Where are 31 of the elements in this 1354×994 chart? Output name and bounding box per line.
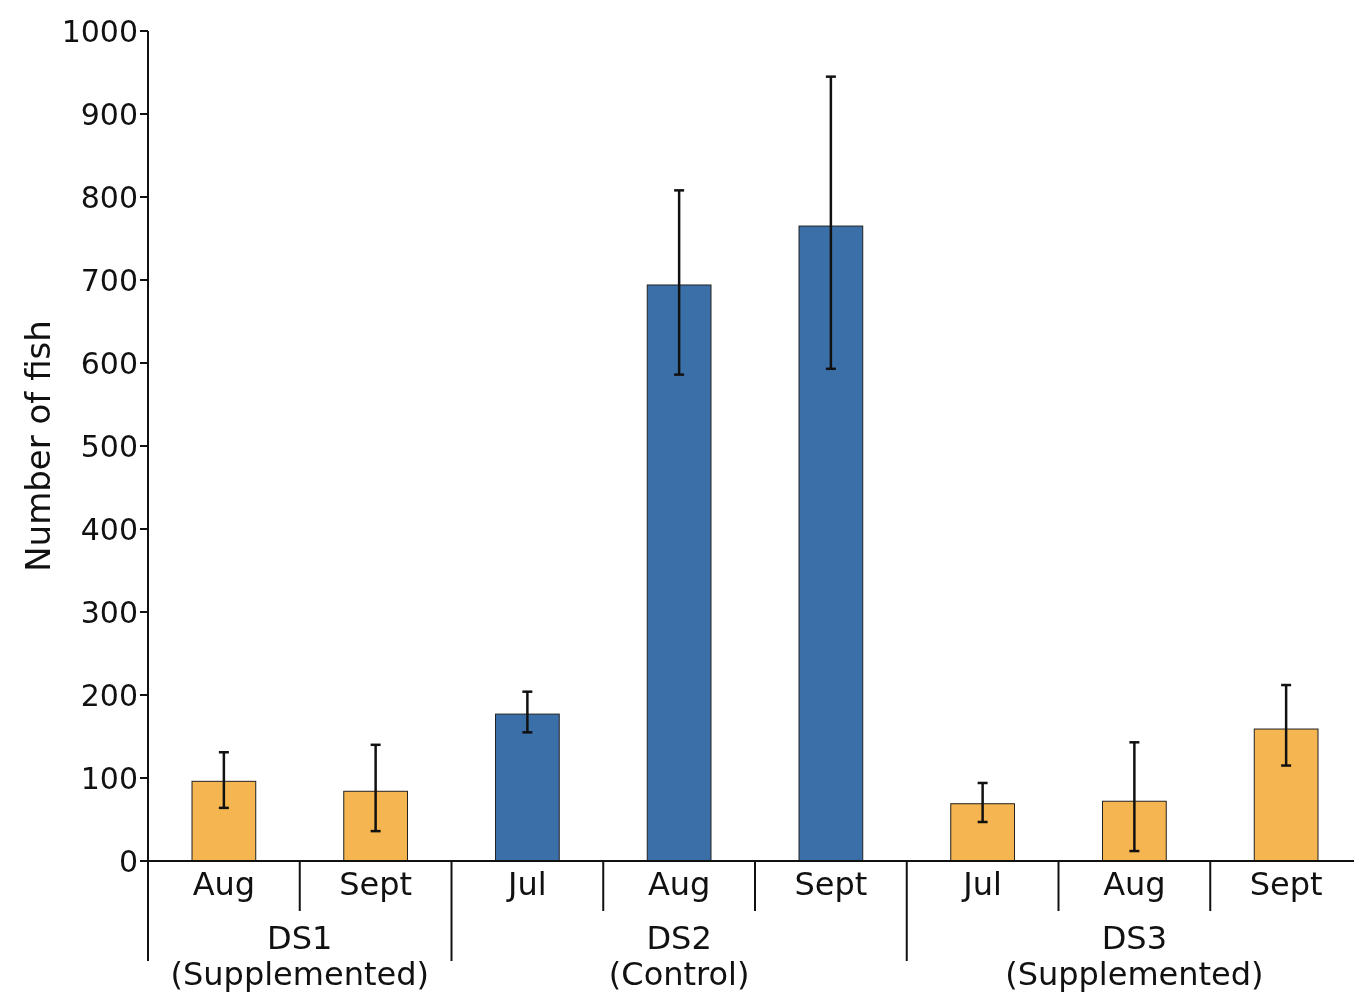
x-tick-label: Sept	[1249, 865, 1323, 903]
bar	[646, 284, 712, 862]
text: DS2 (Control)	[608, 919, 750, 993]
text: DS3 (Supplemented)	[1005, 919, 1264, 993]
y-tick-label: 500	[80, 428, 138, 464]
y-tick-label: 600	[80, 345, 138, 381]
y-tick-label: 900	[80, 96, 138, 132]
x-tick-label: Aug	[1103, 865, 1166, 903]
x-tick-label: Jul	[506, 865, 547, 903]
y-tick-label: 300	[80, 594, 138, 630]
x-tick-label: Sept	[339, 865, 413, 903]
bar	[343, 790, 408, 862]
y-tick-label: 800	[80, 179, 138, 215]
y-tick-label: 400	[80, 511, 138, 547]
x-tick-label: Jul	[961, 865, 1002, 903]
text: DS1 (Supplemented)	[170, 919, 429, 993]
bar	[1102, 800, 1167, 862]
bar	[191, 780, 257, 862]
y-axis-title: Number of fish	[18, 320, 58, 572]
y-tick-label: 100	[80, 760, 138, 796]
y-tick-label: 200	[80, 677, 138, 713]
x-tick-label: Aug	[192, 865, 256, 903]
x-tick-label: Sept	[794, 865, 868, 903]
x-tick-label: Aug	[647, 865, 711, 903]
y-tick-label: 1000	[61, 13, 138, 49]
y-tick-label: 700	[80, 262, 138, 298]
bar	[1253, 728, 1319, 862]
y-tick-label: 0	[118, 843, 138, 879]
bar	[798, 225, 864, 862]
bar	[950, 803, 1015, 862]
bar	[495, 713, 560, 862]
